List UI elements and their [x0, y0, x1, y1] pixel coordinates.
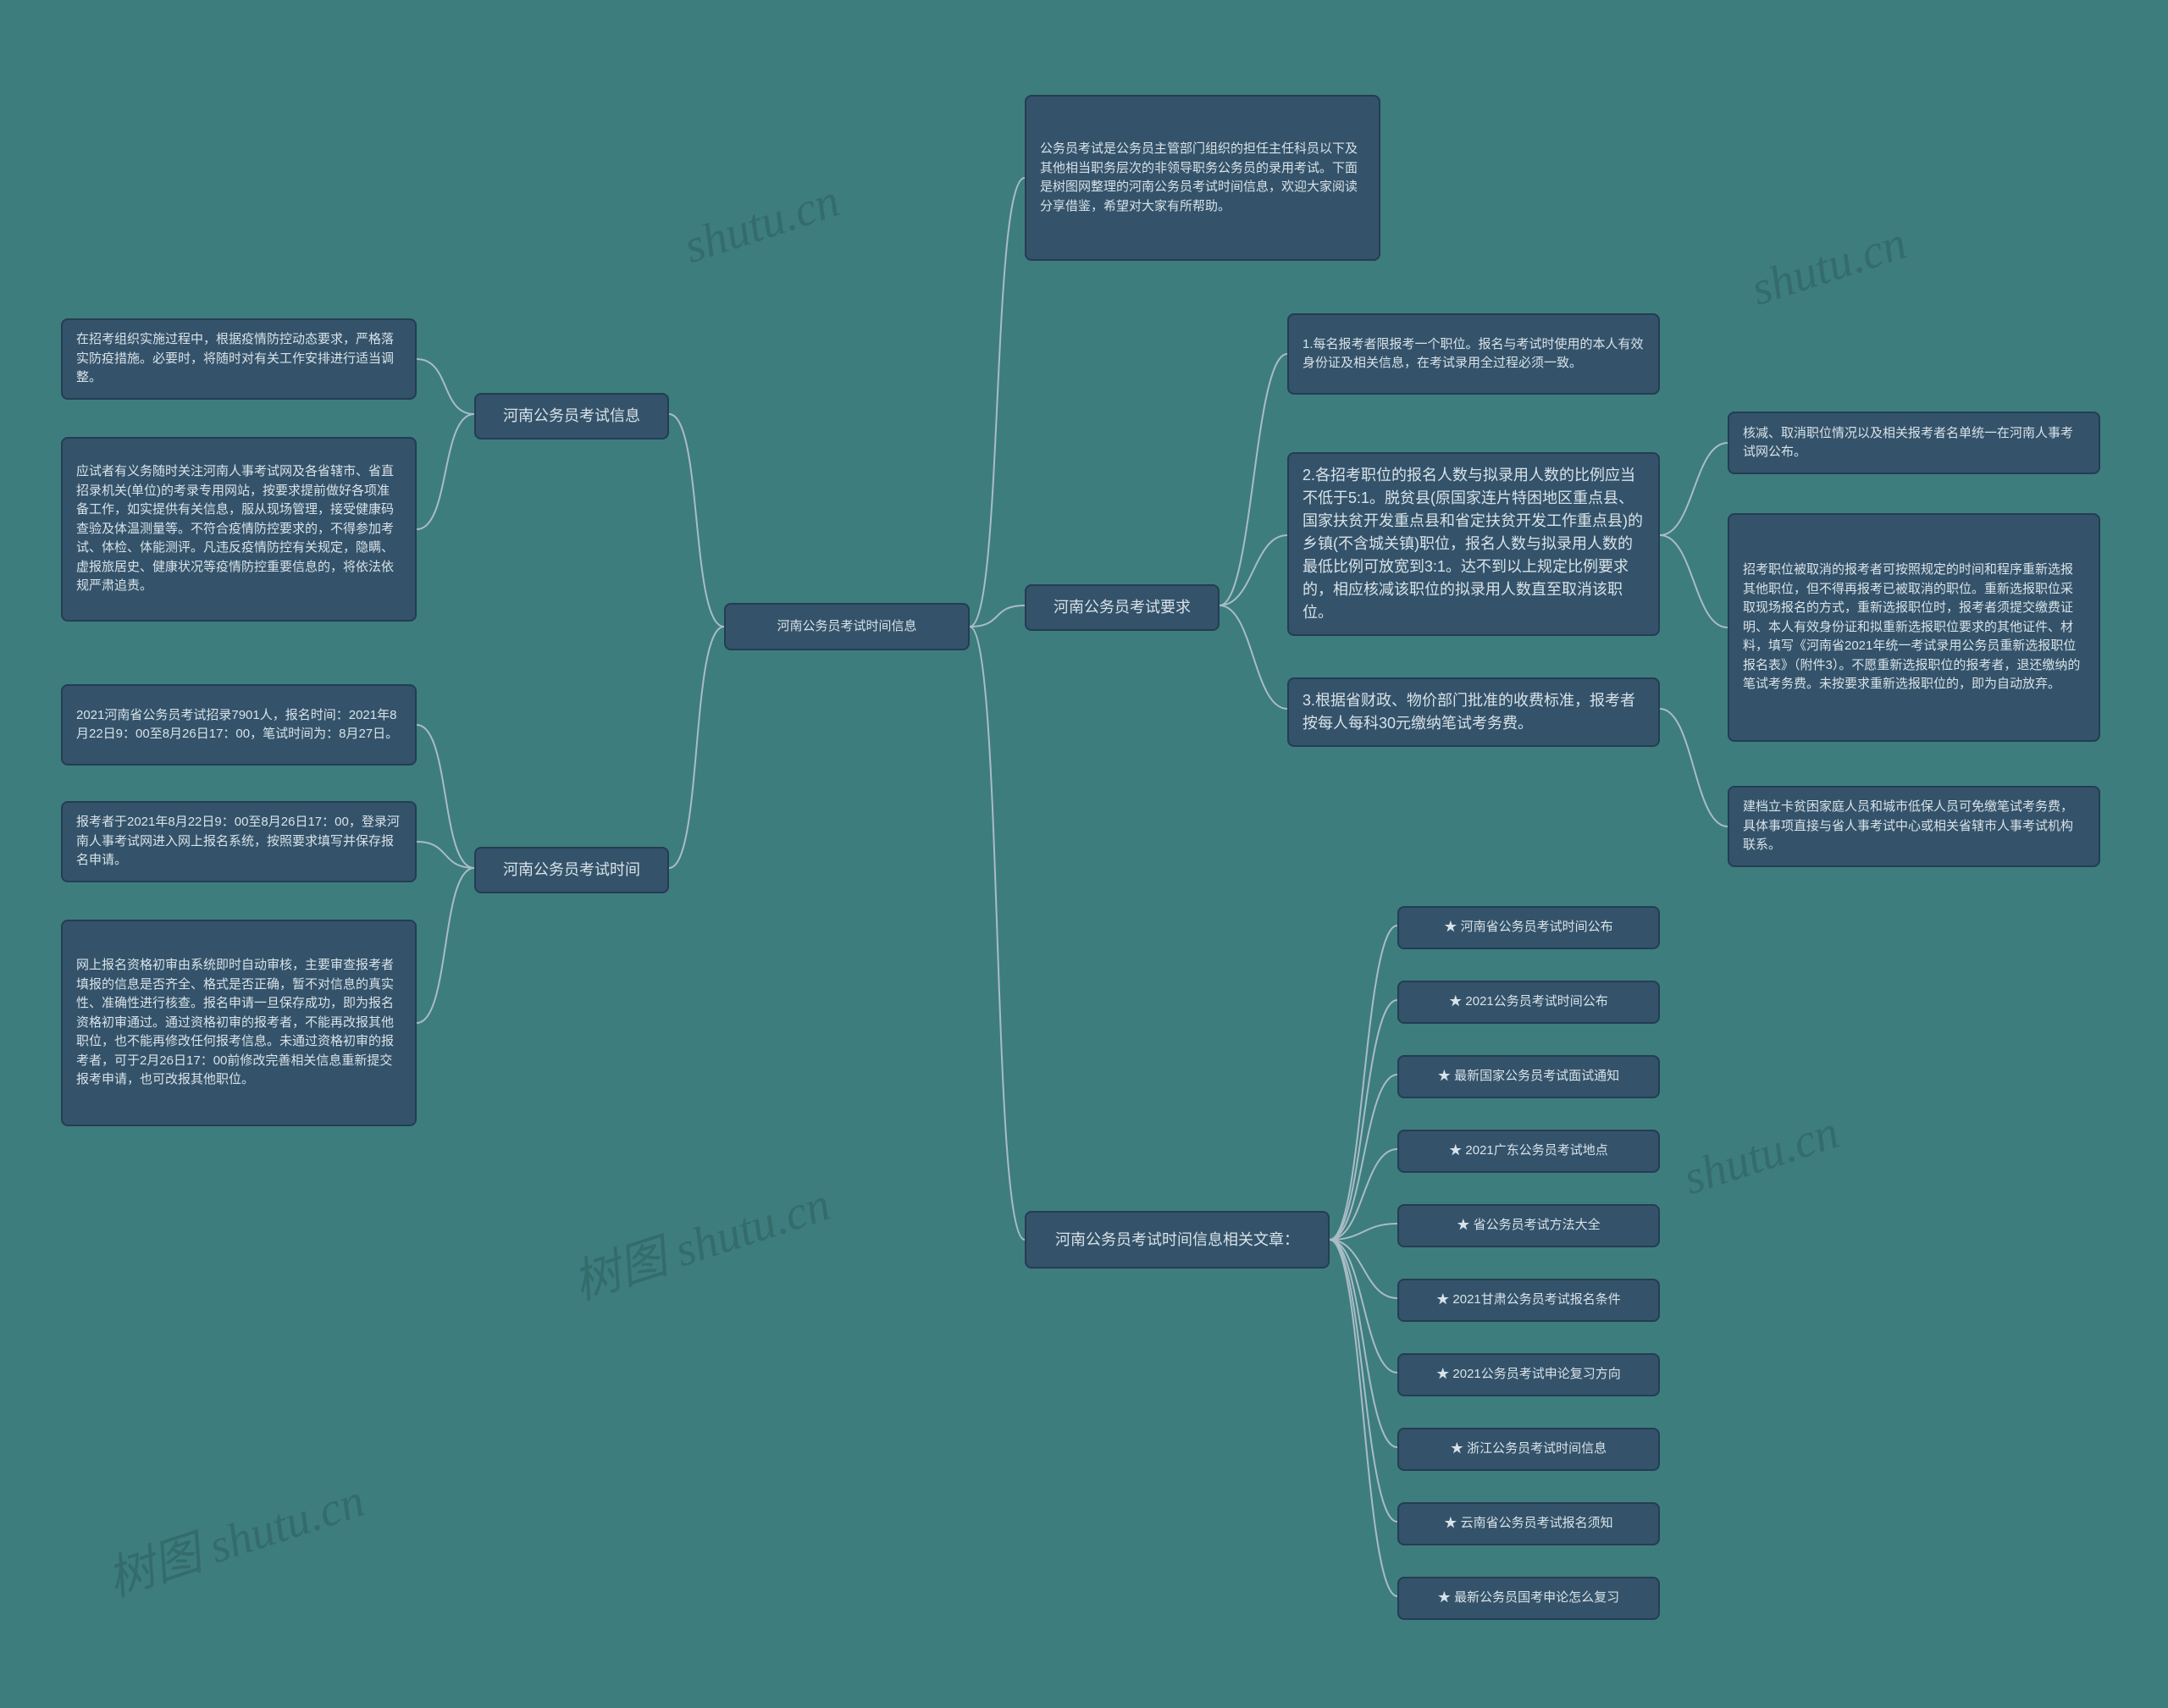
- mindmap-node[interactable]: 河南公务员考试时间信息相关文章：: [1025, 1211, 1330, 1269]
- mindmap-node[interactable]: ★ 河南省公务员考试时间公布: [1397, 906, 1660, 949]
- node-text: 河南公务员考试时间信息相关文章：: [1055, 1229, 1299, 1252]
- node-text: ★ 2021公务员考试申论复习方向: [1436, 1365, 1621, 1385]
- node-text: ★ 云南省公务员考试报名须知: [1444, 1514, 1612, 1534]
- node-text: ★ 最新国家公务员考试面试通知: [1438, 1067, 1619, 1086]
- node-text: 建档立卡贫困家庭人员和城市低保人员可免缴笔试考务费，具体事项直接与省人事考试中心…: [1743, 798, 2085, 855]
- mindmap-canvas: 河南公务员考试时间信息 公务员考试是公务员主管部门组织的担任主任科员以下及其他相当…: [0, 0, 2168, 1708]
- node-text: 应试者有义务随时关注河南人事考试网及各省辖市、省直招录机关(单位)的考录专用网站…: [76, 462, 401, 596]
- watermark: 树图 shutu.cn: [97, 1462, 372, 1610]
- node-text: 3.根据省财政、物价部门批准的收费标准，报考者按每人每科30元缴纳笔试考务费。: [1302, 689, 1645, 735]
- mindmap-node[interactable]: 网上报名资格初审由系统即时自动审核，主要审查报考者填报的信息是否齐全、格式是否正…: [61, 920, 417, 1126]
- mindmap-node[interactable]: ★ 省公务员考试方法大全: [1397, 1204, 1660, 1247]
- mindmap-node[interactable]: 应试者有义务随时关注河南人事考试网及各省辖市、省直招录机关(单位)的考录专用网站…: [61, 437, 417, 622]
- mindmap-node[interactable]: ★ 云南省公务员考试报名须知: [1397, 1502, 1660, 1545]
- mindmap-node[interactable]: ★ 浙江公务员考试时间信息: [1397, 1428, 1660, 1471]
- node-text: ★ 2021广东公务员考试地点: [1449, 1141, 1608, 1161]
- node-text: 河南公务员考试时间: [503, 859, 640, 882]
- node-text: 河南公务员考试时间信息: [777, 617, 916, 637]
- mindmap-node[interactable]: ★ 2021公务员考试时间公布: [1397, 981, 1660, 1024]
- node-text: 2021河南省公务员考试招录7901人，报名时间：2021年8月22日9：00至…: [76, 706, 401, 744]
- mindmap-node[interactable]: 河南公务员考试时间信息: [724, 603, 970, 650]
- mindmap-node[interactable]: ★ 2021甘肃公务员考试报名条件: [1397, 1279, 1660, 1322]
- node-text: 报考者于2021年8月22日9：00至8月26日17：00，登录河南人事考试网进…: [76, 813, 401, 871]
- node-text: ★ 2021甘肃公务员考试报名条件: [1436, 1291, 1621, 1310]
- mindmap-node[interactable]: 2.各招考职位的报名人数与拟录用人数的比例应当不低于5:1。脱贫县(原国家连片特…: [1287, 452, 1660, 636]
- node-text: 核减、取消职位情况以及相关报考者名单统一在河南人事考试网公布。: [1743, 424, 2085, 462]
- mindmap-node[interactable]: 2021河南省公务员考试招录7901人，报名时间：2021年8月22日9：00至…: [61, 684, 417, 766]
- watermark: shutu.cn: [1677, 1105, 1845, 1206]
- mindmap-node[interactable]: 1.每名报考者限报考一个职位。报名与考试时使用的本人有效身份证及相关信息，在考试…: [1287, 313, 1660, 395]
- watermark: shutu.cn: [1745, 216, 1913, 317]
- node-text: 在招考组织实施过程中，根据疫情防控动态要求，严格落实防疫措施。必要时，将随时对有…: [76, 330, 401, 388]
- node-text: ★ 河南省公务员考试时间公布: [1444, 918, 1612, 937]
- node-text: 1.每名报考者限报考一个职位。报名与考试时使用的本人有效身份证及相关信息，在考试…: [1302, 335, 1645, 373]
- mindmap-node[interactable]: 建档立卡贫困家庭人员和城市低保人员可免缴笔试考务费，具体事项直接与省人事考试中心…: [1728, 786, 2100, 867]
- mindmap-node[interactable]: 核减、取消职位情况以及相关报考者名单统一在河南人事考试网公布。: [1728, 412, 2100, 474]
- mindmap-node[interactable]: ★ 最新国家公务员考试面试通知: [1397, 1055, 1660, 1098]
- mindmap-node[interactable]: 河南公务员考试要求: [1025, 584, 1220, 631]
- mindmap-node[interactable]: 河南公务员考试时间: [474, 847, 669, 893]
- node-text: 河南公务员考试信息: [503, 405, 640, 428]
- mindmap-node[interactable]: ★ 最新公务员国考申论怎么复习: [1397, 1577, 1660, 1620]
- node-text: ★ 浙江公务员考试时间信息: [1451, 1440, 1607, 1459]
- mindmap-node[interactable]: 3.根据省财政、物价部门批准的收费标准，报考者按每人每科30元缴纳笔试考务费。: [1287, 677, 1660, 747]
- node-text: 公务员考试是公务员主管部门组织的担任主任科员以下及其他相当职务层次的非领导职务公…: [1040, 140, 1365, 216]
- mindmap-node[interactable]: 招考职位被取消的报考者可按照规定的时间和程序重新选报其他职位，但不得再报考已被取…: [1728, 513, 2100, 742]
- watermark: shutu.cn: [678, 174, 846, 274]
- node-text: 2.各招考职位的报名人数与拟录用人数的比例应当不低于5:1。脱贫县(原国家连片特…: [1302, 464, 1645, 624]
- node-text: ★ 省公务员考试方法大全: [1457, 1216, 1600, 1235]
- node-text: ★ 最新公务员国考申论怎么复习: [1438, 1589, 1619, 1608]
- node-text: 河南公务员考试要求: [1054, 596, 1191, 619]
- node-text: ★ 2021公务员考试时间公布: [1449, 992, 1608, 1012]
- mindmap-node[interactable]: 河南公务员考试信息: [474, 393, 669, 439]
- mindmap-node[interactable]: 报考者于2021年8月22日9：00至8月26日17：00，登录河南人事考试网进…: [61, 801, 417, 882]
- mindmap-node[interactable]: 在招考组织实施过程中，根据疫情防控动态要求，严格落实防疫措施。必要时，将随时对有…: [61, 318, 417, 400]
- mindmap-node[interactable]: ★ 2021公务员考试申论复习方向: [1397, 1353, 1660, 1396]
- node-text: 招考职位被取消的报考者可按照规定的时间和程序重新选报其他职位，但不得再报考已被取…: [1743, 561, 2085, 694]
- watermark: 树图 shutu.cn: [563, 1166, 838, 1313]
- node-text: 网上报名资格初审由系统即时自动审核，主要审查报考者填报的信息是否齐全、格式是否正…: [76, 956, 401, 1090]
- mindmap-node[interactable]: ★ 2021广东公务员考试地点: [1397, 1130, 1660, 1173]
- mindmap-node[interactable]: 公务员考试是公务员主管部门组织的担任主任科员以下及其他相当职务层次的非领导职务公…: [1025, 95, 1380, 261]
